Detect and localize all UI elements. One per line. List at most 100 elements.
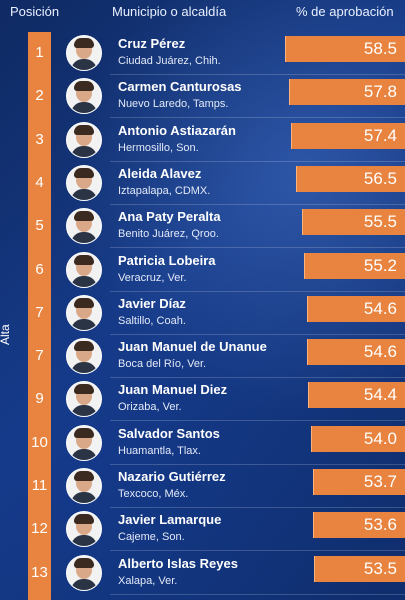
approval-bar [289,79,405,106]
approval-bar [302,209,405,236]
row-divider [110,463,405,465]
municipality-name: Boca del Río, Ver. [118,358,207,371]
table-row: 7 Juan Manuel de Unanue Boca del Río, Ver.… [0,335,405,379]
official-name: Ana Paty Peralta [118,209,221,225]
rank-number: 10 [31,433,48,451]
row-divider [110,333,405,335]
official-name: Salvador Santos [118,425,220,441]
row-divider [110,507,405,508]
approval-value-label: 53.5 [363,558,397,578]
municipality-name: Orizaba, Ver. [118,401,182,414]
municipality-name: Hermosillo, Son. [118,141,199,154]
header-position: Posición [10,4,60,19]
rank-number: 1 [35,44,44,61]
table-row: 7 Javier Díaz Saltillo, Coah. 54.6 [0,292,405,335]
official-name: Alberto Islas Reyes [118,555,238,571]
approval-value-label: 56.5 [363,168,397,188]
row-divider [110,247,405,249]
approval-bar [291,122,405,149]
approval-bar [307,295,405,322]
municipality-name: Nuevo Laredo, Tamps. [118,98,229,111]
approval-bar [313,512,405,539]
avatar [66,35,102,71]
row-divider [110,117,405,119]
approval-bar [314,555,405,582]
rank-number: 7 [35,303,44,321]
approval-value-label: 58.5 [363,39,397,58]
avatar [66,511,102,548]
approval-value-label: 54.0 [363,428,397,448]
avatar [66,338,102,375]
header-approval: % de aprobación [296,4,394,19]
municipality-name: Xalapa, Ver. [118,574,178,587]
approval-value-label: 57.4 [363,125,397,145]
municipality-name: Ciudad Juárez, Chih. [118,55,221,67]
table-row: 2 Carmen Canturosas Nuevo Laredo, Tamps. 57… [0,75,405,119]
approval-bar [313,469,405,495]
rank-number: 2 [35,87,44,105]
rank-number: 7 [35,347,44,365]
table-row: 11 Nazario Gutiérrez Texcoco, Méx. 53.7 [0,465,405,508]
rank-number: 5 [35,217,44,235]
official-name: Juan Manuel Diez [118,382,228,398]
municipality-name: Iztapalapa, CDMX. [118,184,211,197]
approval-value-label: 53.7 [363,472,397,491]
approval-value-label: 54.6 [363,298,397,318]
official-name: Cruz Pérez [118,36,186,51]
municipality-name: Texcoco, Méx. [118,488,189,500]
rank-strip [28,32,51,600]
rank-number: 13 [31,563,48,581]
avatar [66,121,102,158]
row-divider [110,74,405,75]
table-row: 5 Ana Paty Peralta Benito Juárez, Qroo. 55.… [0,205,405,249]
avatar [66,251,102,288]
row-divider [110,203,405,205]
approval-value-label: 57.8 [363,82,397,102]
official-name: Juan Manuel de Unanue [118,339,267,355]
municipality-name: Cajeme, Son. [118,531,185,544]
official-name: Antonio Astiazarán [118,122,236,138]
official-name: Javier Lamarque [118,512,222,528]
approval-bar [285,36,405,62]
rank-number: 11 [31,477,48,494]
municipality-name: Veracruz, Ver. [118,271,187,284]
official-name: Aleida Alavez [118,165,202,181]
table-row: 3 Antonio Astiazarán Hermosillo, Son. 57.4 [0,119,405,162]
table-row: 9 Juan Manuel Diez Orizaba, Ver. 54.4 [0,378,405,422]
approval-value-label: 53.6 [363,515,397,535]
avatar [66,78,102,115]
approval-bar [308,382,405,409]
row-divider [110,420,405,422]
avatar [66,381,102,418]
table-row: 12 Javier Lamarque Cajeme, Son. 53.6 [0,508,405,552]
avatar [66,554,102,591]
rank-number: 6 [35,260,44,278]
official-name: Nazario Gutiérrez [118,469,226,484]
official-name: Patricia Lobeira [118,252,216,268]
table-row: 10 Salvador Santos Huamantla, Tlax. 54.0 [0,422,405,465]
rank-number: 4 [35,173,44,191]
municipality-name: Saltillo, Coah. [118,314,186,327]
approval-bar [311,425,405,452]
approval-bar [304,252,405,279]
row-divider [110,290,405,292]
official-name: Javier Díaz [118,295,186,311]
approval-value-label: 54.4 [363,385,397,405]
avatar [66,164,102,201]
approval-value-label: 55.5 [363,212,397,232]
rank-number: 12 [31,520,48,538]
rank-number: 3 [35,130,44,148]
municipality-name: Huamantla, Tlax. [118,444,201,457]
avatar [66,424,102,461]
avatar [66,468,102,504]
row-divider [110,377,405,379]
approval-bar [307,339,405,366]
municipality-name: Benito Juárez, Qroo. [118,228,219,241]
approval-value-label: 54.6 [363,342,397,362]
table-row: 6 Patricia Lobeira Veracruz, Ver. 55.2 [0,249,405,292]
rank-number: 9 [35,390,44,408]
table-row: 13 Alberto Islas Reyes Xalapa, Ver. 53.5 [0,552,405,595]
avatar [66,294,102,331]
table-row: 4 Aleida Alavez Iztapalapa, CDMX. 56.5 [0,162,405,205]
row-divider [110,550,405,552]
